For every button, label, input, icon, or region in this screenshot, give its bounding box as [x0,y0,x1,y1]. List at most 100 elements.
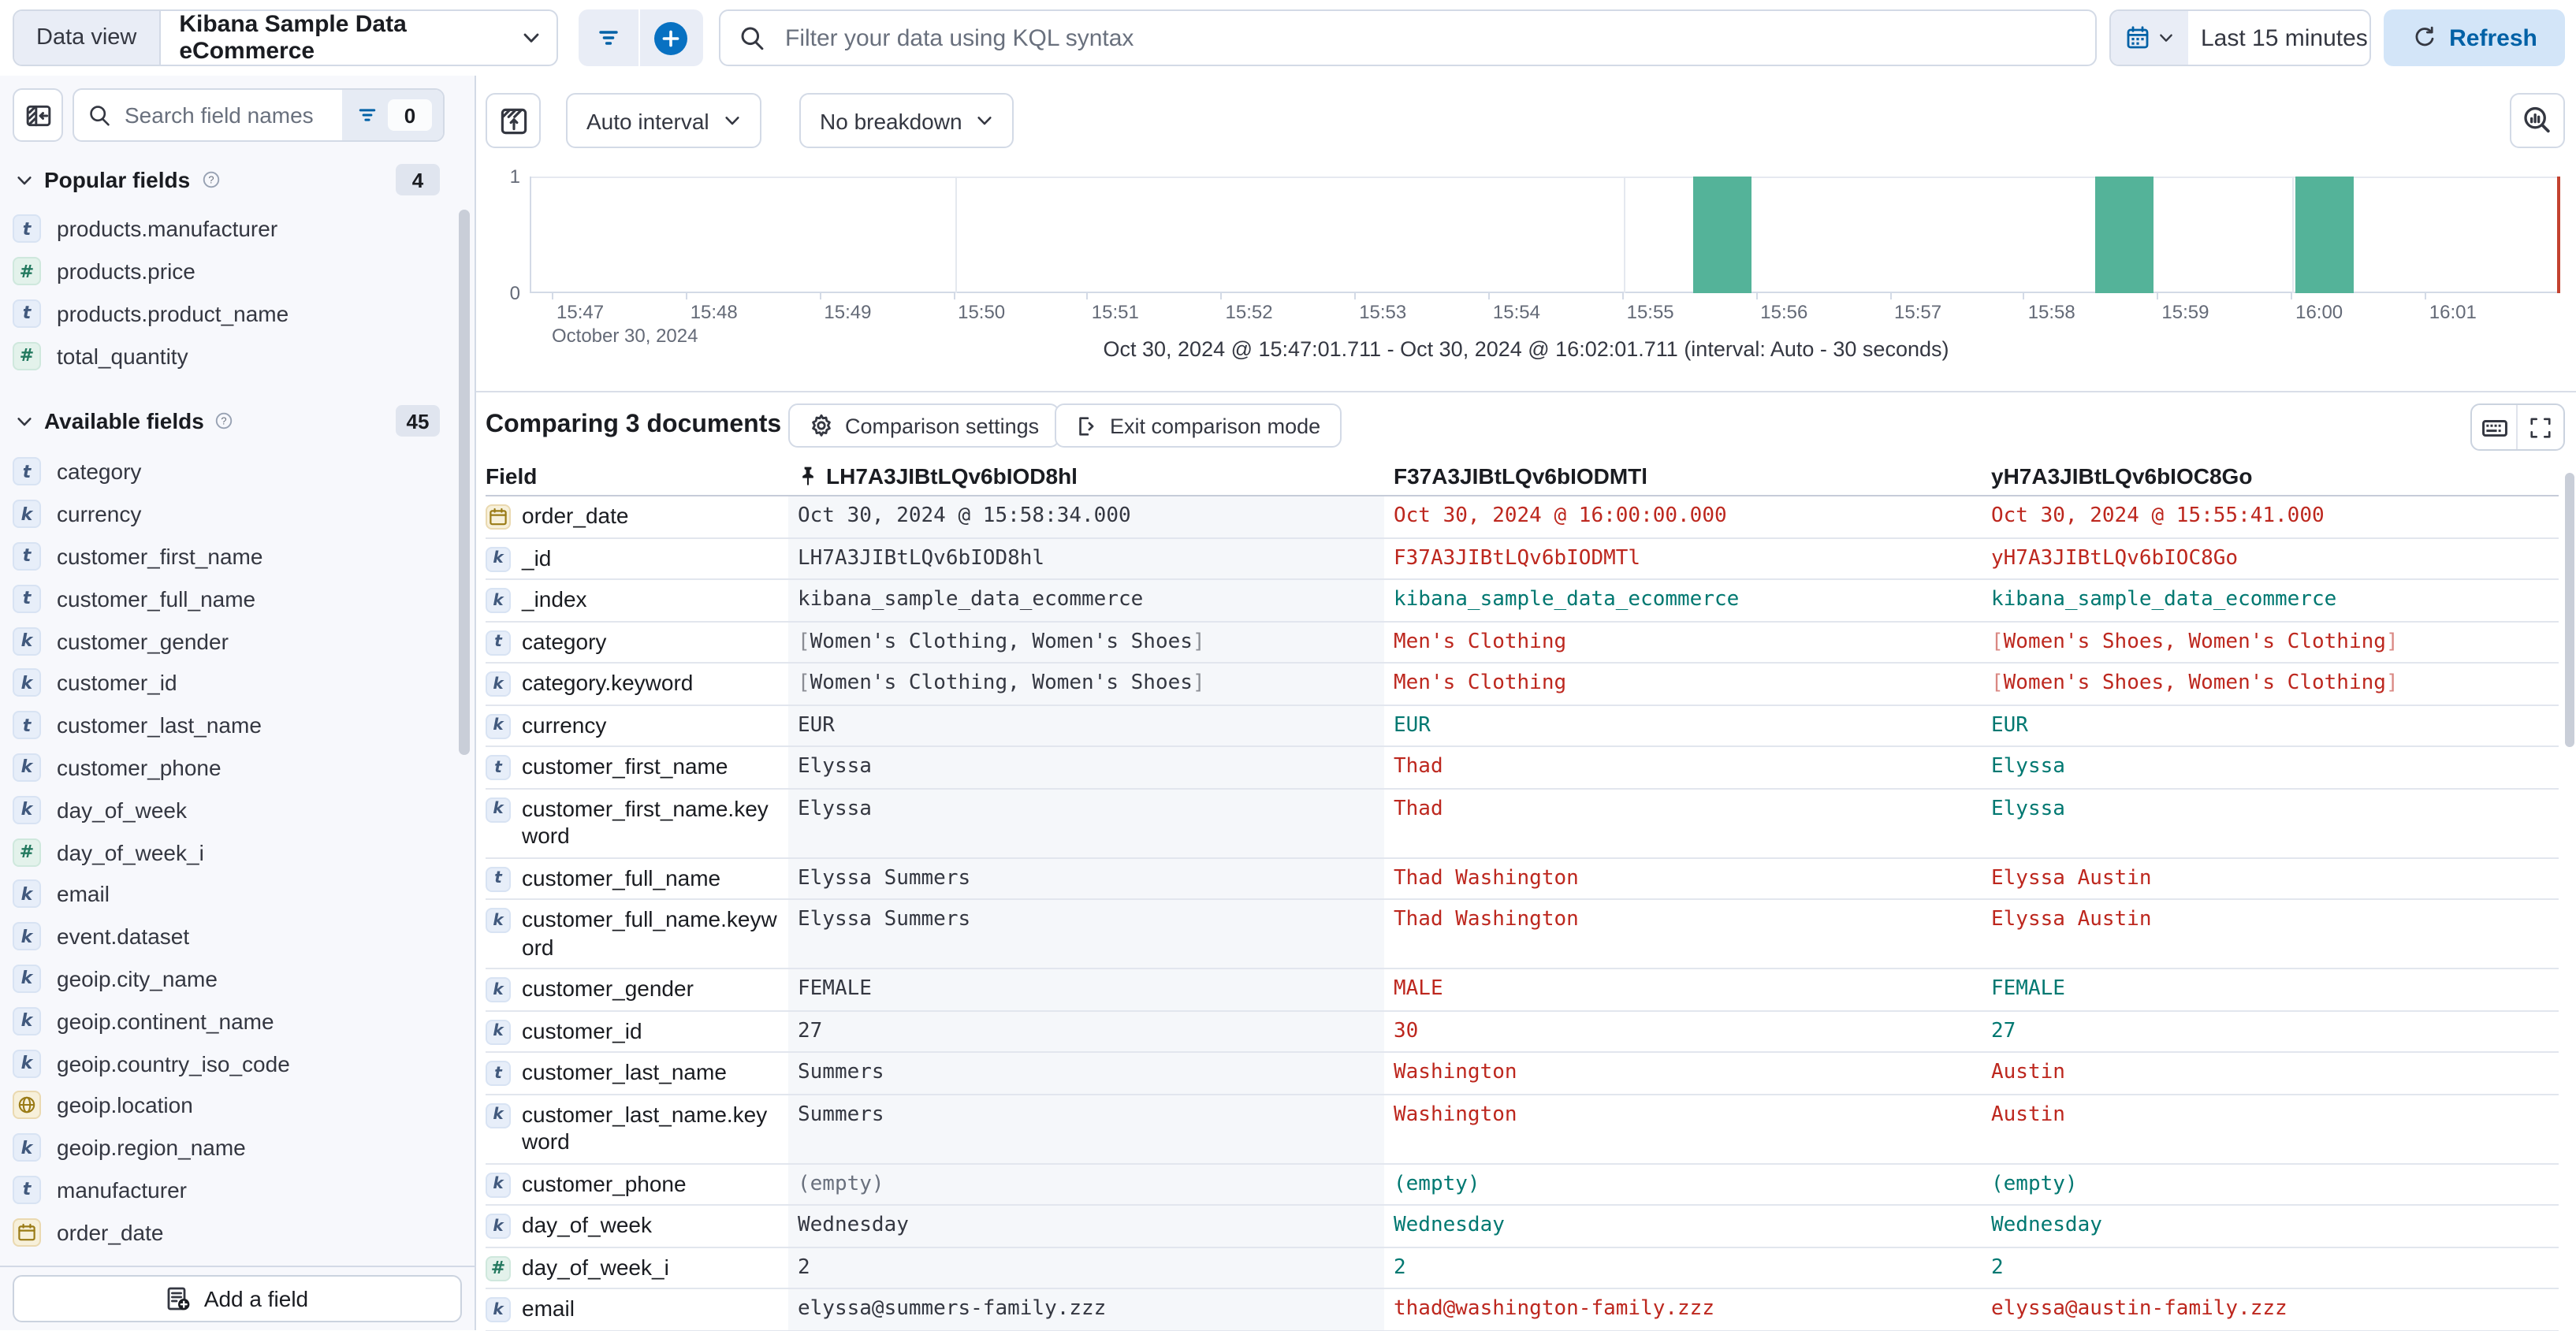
field-name-cell[interactable]: t customer_last_name [486,1053,788,1093]
available-fields-header[interactable]: Available fields ? 45 [0,403,475,438]
sidebar-field-item[interactable]: t products.product_name [0,292,457,335]
keyword-field-icon: k [486,671,511,697]
field-name-cell[interactable]: k customer_phone [486,1164,788,1204]
table-row: k email elyssa@summers-family.zzz thad@wash… [486,1289,2559,1331]
sidebar-field-item[interactable]: k customer_phone [0,746,457,789]
field-name-cell[interactable]: # day_of_week_i [486,1247,788,1288]
field-name-cell[interactable]: k _index [486,580,788,620]
field-name-cell[interactable]: t category [486,622,788,662]
field-name-cell[interactable]: k customer_gender [486,969,788,1009]
sidebar-field-item[interactable]: t products.manufacturer [0,208,457,251]
exit-comparison-button[interactable]: Exit comparison mode [1055,403,1342,448]
field-name-cell[interactable]: k _id [486,538,788,578]
table-row: k customer_last_name.keyword Summers Washin… [486,1095,2559,1164]
field-search-input[interactable] [121,101,342,129]
keyboard-shortcuts-button[interactable] [2472,405,2518,449]
field-name-cell[interactable]: k customer_full_name.keyword [486,900,788,968]
field-column-header: Field [486,463,538,489]
date-field-icon [486,504,511,530]
x-axis-tick-label: 15:54 [1492,301,1540,323]
sidebar-field-item[interactable]: t manufacturer [0,1169,457,1211]
sidebar-field-item[interactable]: t customer_full_name [0,578,457,620]
edit-visualization-button[interactable] [2510,93,2565,148]
popular-fields-header[interactable]: Popular fields ? 4 [0,162,475,197]
x-axis-tick [1889,293,1891,299]
table-row: t customer_first_name Elyssa Thad Elyssa [486,747,2559,789]
add-filter-button[interactable] [640,9,702,66]
sidebar-field-item[interactable]: k geoip.region_name [0,1127,457,1169]
x-axis-tick-label: 15:56 [1760,301,1808,323]
field-search[interactable]: 0 [73,88,445,142]
comparison-doc-value: Elyssa [1991,797,2065,820]
table-scrollbar[interactable] [2565,473,2574,747]
date-picker-button[interactable] [2111,11,2188,65]
comparison-settings-button[interactable]: Comparison settings [788,403,1060,448]
pinned-doc-header[interactable]: LH7A3JIBtLQv6bIOD8hl [788,463,1384,489]
sidebar-field-item[interactable]: t customer_first_name [0,535,457,578]
chevron-down-icon [16,412,33,429]
field-name-cell[interactable]: k customer_last_name.keyword [486,1095,788,1162]
histogram-bar[interactable] [1693,177,1752,293]
comparison-doc-value: thad@washington-family.zzz [1394,1297,1714,1321]
keyword-field-icon: k [13,964,41,993]
comparison-doc-header-2[interactable]: yH7A3JIBtLQv6bIOC8Go [1991,463,2253,489]
field-filter-button[interactable]: 0 [342,90,443,140]
field-name-cell[interactable]: k day_of_week [486,1206,788,1246]
field-name-cell[interactable]: k customer_first_name.keyword [486,789,788,857]
time-range-value[interactable]: Last 15 minutes [2188,24,2381,51]
histogram-bar[interactable] [2295,177,2355,293]
sidebar-field-item[interactable]: # products.price [0,251,457,293]
filter-menu-button[interactable] [579,9,640,66]
field-name-cell[interactable]: order_date [486,496,788,537]
text-field-icon: t [486,755,511,780]
sidebar-field-item[interactable]: order_date [0,1211,457,1254]
field-name-cell[interactable]: k customer_id [486,1011,788,1051]
text-field-icon: t [486,866,511,891]
kql-search-input[interactable] [782,23,2076,53]
field-name-cell[interactable]: k email [486,1289,788,1329]
chevron-down-icon [522,28,541,47]
field-name: customer_full_name.keyword [522,906,777,959]
sidebar-field-item[interactable]: k geoip.country_iso_code [0,1042,457,1084]
field-name-cell[interactable]: k currency [486,705,788,745]
comparison-doc-header-1[interactable]: F37A3JIBtLQv6bIODMTl [1394,463,1648,489]
current-time-marker [2557,177,2560,293]
x-axis-tick-label: 15:47 [557,301,605,323]
interval-select[interactable]: Auto interval [566,93,761,148]
sidebar-field-item[interactable]: t category [0,451,457,493]
hide-chart-button[interactable] [486,93,541,148]
data-view-value-button[interactable]: Kibana Sample Data eCommerce [160,11,557,65]
sidebar-field-item[interactable]: k day_of_week [0,789,457,831]
histogram-bar[interactable] [2094,177,2153,293]
sidebar-field-item[interactable]: k geoip.city_name [0,957,457,1000]
collapse-sidebar-button[interactable] [13,88,63,142]
chart-panel-icon [499,106,527,135]
sidebar-field-item[interactable]: k customer_id [0,662,457,705]
sidebar-field-label: geoip.country_iso_code [57,1050,290,1076]
comparison-doc-value: Wednesday [1394,1214,1505,1237]
sidebar-field-item[interactable]: k email [0,873,457,916]
x-axis-tick [1086,293,1089,299]
text-field-icon: t [13,711,41,740]
sidebar-field-item[interactable]: # total_quantity [0,335,457,377]
fullscreen-button[interactable] [2518,405,2563,449]
kql-search-bar[interactable] [719,9,2097,66]
sidebar-field-item[interactable]: k event.dataset [0,916,457,958]
table-row: t customer_last_name Summers Washington Aust… [486,1053,2559,1095]
sidebar-field-item[interactable]: k customer_gender [0,619,457,662]
number-field-icon: # [13,257,41,286]
data-view-picker[interactable]: Data view Kibana Sample Data eCommerce [13,9,558,66]
field-name-cell[interactable]: t customer_full_name [486,858,788,898]
sidebar-field-item[interactable]: # day_of_week_i [0,831,457,873]
sidebar-field-item[interactable]: k currency [0,493,457,536]
refresh-button[interactable]: Refresh [2384,9,2565,66]
comparison-doc-value: F37A3JIBtLQv6bIODMTl [1394,546,1641,570]
sidebar-field-item[interactable]: k geoip.continent_name [0,1000,457,1043]
sidebar-scrollbar[interactable] [459,210,470,755]
add-field-button[interactable]: Add a field [13,1275,462,1322]
sidebar-field-item[interactable]: t customer_last_name [0,705,457,747]
breakdown-select[interactable]: No breakdown [799,93,1014,148]
field-name-cell[interactable]: t customer_first_name [486,747,788,787]
field-name-cell[interactable]: k category.keyword [486,664,788,704]
sidebar-field-item[interactable]: geoip.location [0,1084,457,1127]
